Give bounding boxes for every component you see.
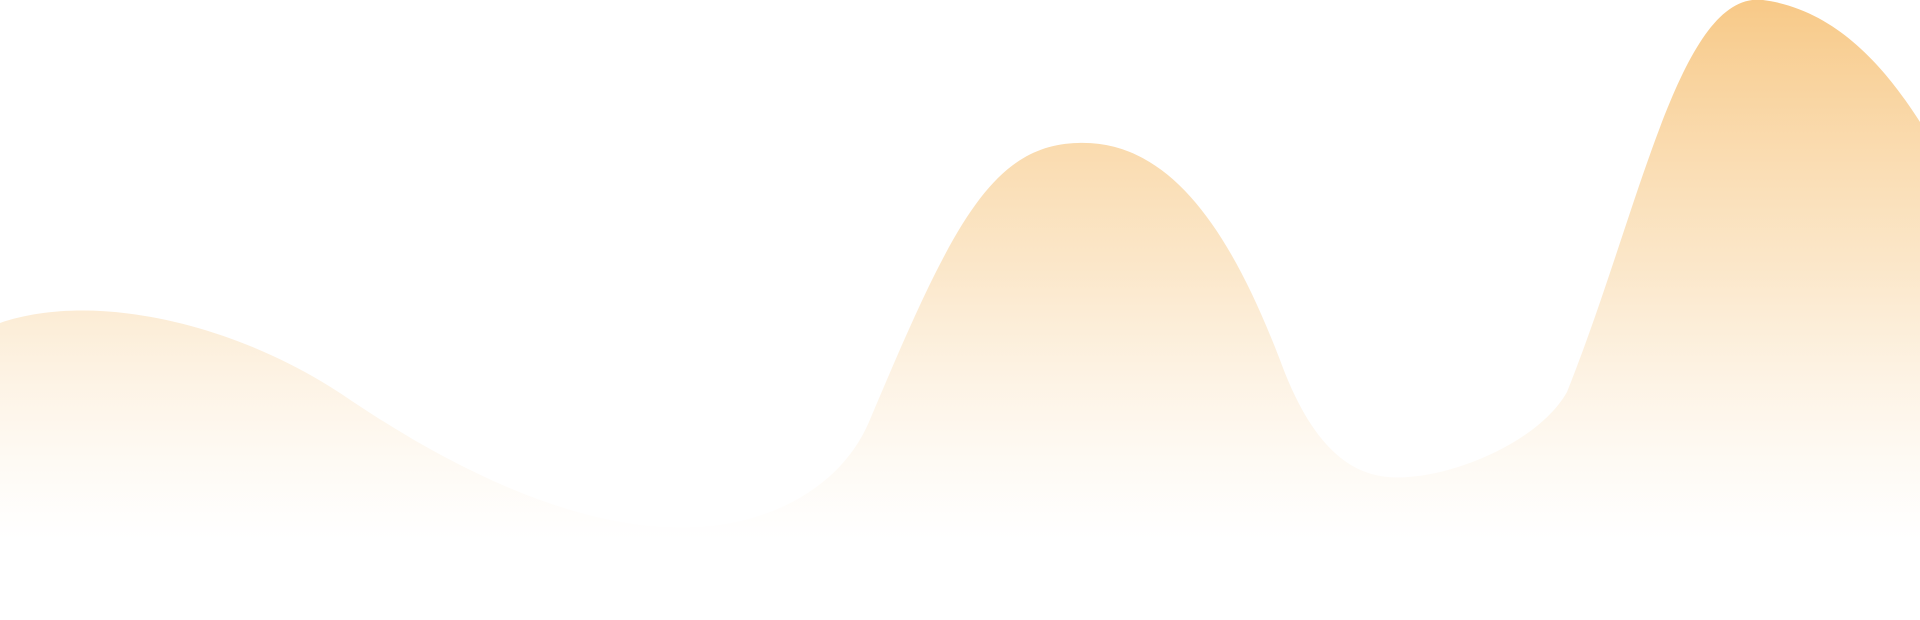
page: (() => { const data = JSON.parse(documen… [0, 0, 1920, 620]
wave-background [0, 0, 1920, 620]
wave-shape [0, 0, 1920, 620]
